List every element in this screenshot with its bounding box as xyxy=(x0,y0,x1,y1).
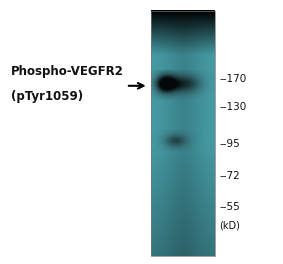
Text: (kD): (kD) xyxy=(219,221,240,231)
Text: --55: --55 xyxy=(219,202,240,212)
Text: --170: --170 xyxy=(219,74,246,84)
Bar xyxy=(151,11,215,256)
Text: Phospho-VEGFR2: Phospho-VEGFR2 xyxy=(11,65,124,78)
Text: --130: --130 xyxy=(219,102,246,112)
Text: (pTyr1059): (pTyr1059) xyxy=(11,90,83,103)
Text: --95: --95 xyxy=(219,139,240,149)
Text: --72: --72 xyxy=(219,171,240,181)
